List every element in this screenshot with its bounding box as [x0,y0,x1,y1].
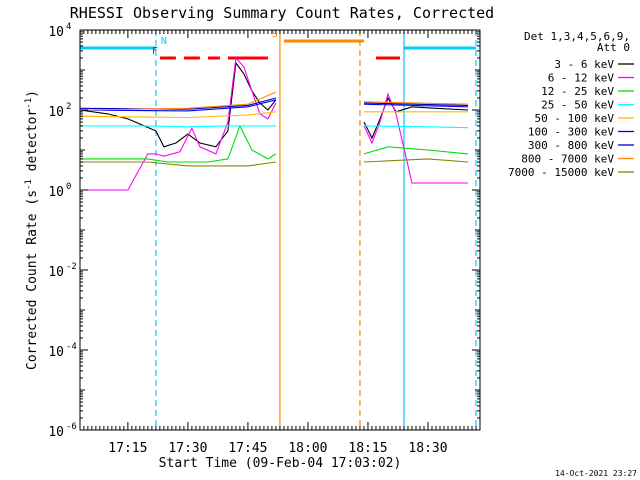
y-axis-label-sup: -1 [24,98,34,109]
y-axis-label: Corrected Count Rate (s-1 detector-1) [24,90,40,370]
y-tick-label: 10 [48,265,64,280]
x-tick-label: 17:15 [108,441,147,456]
y-axis-label-part: ) [25,90,40,98]
series-line-50-100-kev [79,111,276,119]
y-tick-exponent: -4 [66,342,77,352]
legend-entry-label: 50 - 100 keV [535,112,615,125]
x-tick-label: 18:00 [288,441,327,456]
series-line-7000-15000-kev [79,161,276,167]
series-line-300-800-kev [363,102,469,106]
series-line-800-7000-kev [363,101,469,105]
series-lines [79,56,469,191]
legend-entry-label: 300 - 800 keV [528,139,614,152]
series-line-7000-15000-kev [363,158,469,163]
x-tick-label: 18:30 [408,441,447,456]
legend-header-line: Att 0 [597,41,630,54]
x-axis-ticks: 17:15 17:30 17:45 18:00 18:15 18:30 [83,30,481,456]
legend-entry-label: 6 - 12 keV [548,72,615,85]
series-line-12-25-kev [363,146,469,155]
flag-label-f: F [152,46,158,57]
series-line-25-50-kev [363,125,469,129]
series-line-100-300-kev [79,99,277,112]
flag-label-s: S [272,29,278,40]
y-axis-label-part: detector [25,109,40,180]
y-tick-exponent: -6 [66,422,77,432]
y-tick-label: 10 [48,25,64,40]
y-tick-exponent: -2 [66,262,77,272]
series-line-300-800-kev [79,97,277,110]
y-axis-label-sup: -1 [24,179,34,190]
y-axis-label-part: Corrected Count Rate (s [25,190,40,370]
render-timestamp: 14-Oct-2021 23:27 [555,469,637,478]
y-tick-label: 10 [48,105,64,120]
series-line-100-300-kev [363,103,469,108]
x-tick-label: 17:30 [168,441,207,456]
legend-entry-label: 800 - 7000 keV [521,153,614,166]
y-tick-exponent: 4 [66,22,71,32]
y-tick-exponent: 0 [66,182,71,192]
series-line-3-6-kev [79,61,277,148]
y-tick-exponent: 2 [66,102,71,112]
series-line-12-25-kev [79,124,277,163]
x-tick-label: 17:45 [228,441,267,456]
legend-entry-label: 12 - 25 keV [541,85,614,98]
flag-bars: NF S [79,29,476,60]
y-tick-label: 10 [48,185,64,200]
x-tick-label: 18:15 [348,441,387,456]
y-tick-label: 10 [48,425,64,440]
legend-entry-label: 3 - 6 keV [554,58,614,71]
series-line-6-12-kev [79,56,277,191]
series-line-25-50-kev [79,125,276,128]
legend-entry-label: 25 - 50 keV [541,99,614,112]
series-line-800-7000-kev [79,91,277,111]
legend-entry-label: 7000 - 15000 keV [508,166,614,179]
x-axis-label: Start Time (09-Feb-04 17:03:02) [159,456,402,471]
flag-label-n: N [161,36,167,47]
series-line-6-12-kev [363,92,468,184]
legend-entry-label: 100 - 300 keV [528,126,614,139]
y-tick-label: 10 [48,345,64,360]
vertical-markers [155,30,477,430]
legend-header-line: Det 1,3,4,5,6,9, [524,30,630,43]
chart-title: RHESSI Observing Summary Count Rates, Co… [70,4,494,22]
